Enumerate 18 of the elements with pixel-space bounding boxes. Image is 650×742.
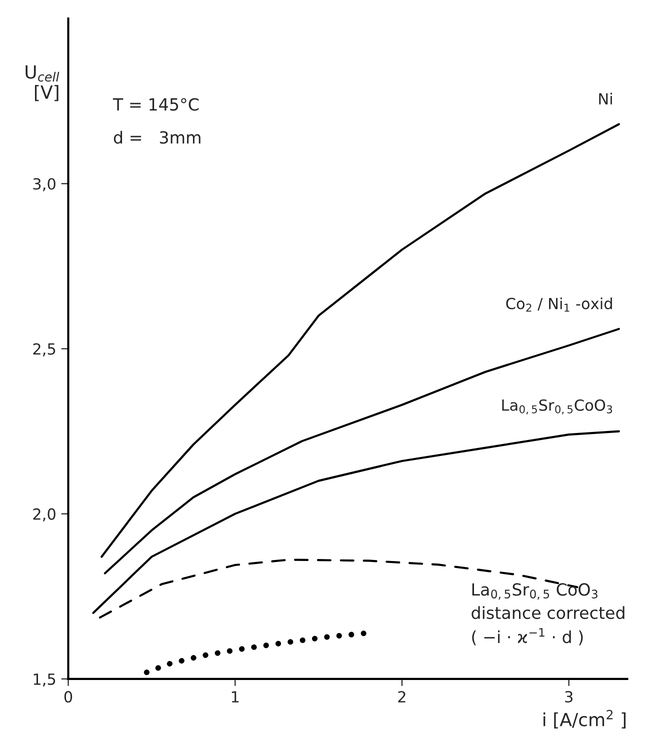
x-axis-title: i [A/cm$^{2}$ ] [544,710,626,729]
x-tick-label: 1 [232,691,239,702]
annotation: d = 3mm [114,130,200,144]
series-label: Co$_{2}$ / Ni$_{1}$ -oxid [506,297,612,312]
line-series [104,328,620,574]
x-tick-label: 2 [398,691,406,702]
y-tick-label: 2,0 [33,508,56,522]
line-series [100,123,620,558]
y-axis-title: U$_{cell}$ [V] [26,65,60,102]
series-label: Ni [599,92,612,104]
annotation: T = 145°C [112,98,199,111]
y-tick-label: 3,0 [33,178,56,192]
y-tick-label: 1,5 [34,674,56,687]
x-tick-label: 3 [565,691,572,703]
series-label: La$_{0,5}$Sr$_{0,5}$CoO$_{3}$ [502,399,612,414]
text: La$_{0,5}$Sr$_{0,5}$ CoO$_{3}$ distance corrected ( −i · ϰ$^{−1}$ · d ) [472,583,624,646]
x-tick-label: 0 [64,691,72,703]
y-tick-label: 2,5 [33,343,56,356]
